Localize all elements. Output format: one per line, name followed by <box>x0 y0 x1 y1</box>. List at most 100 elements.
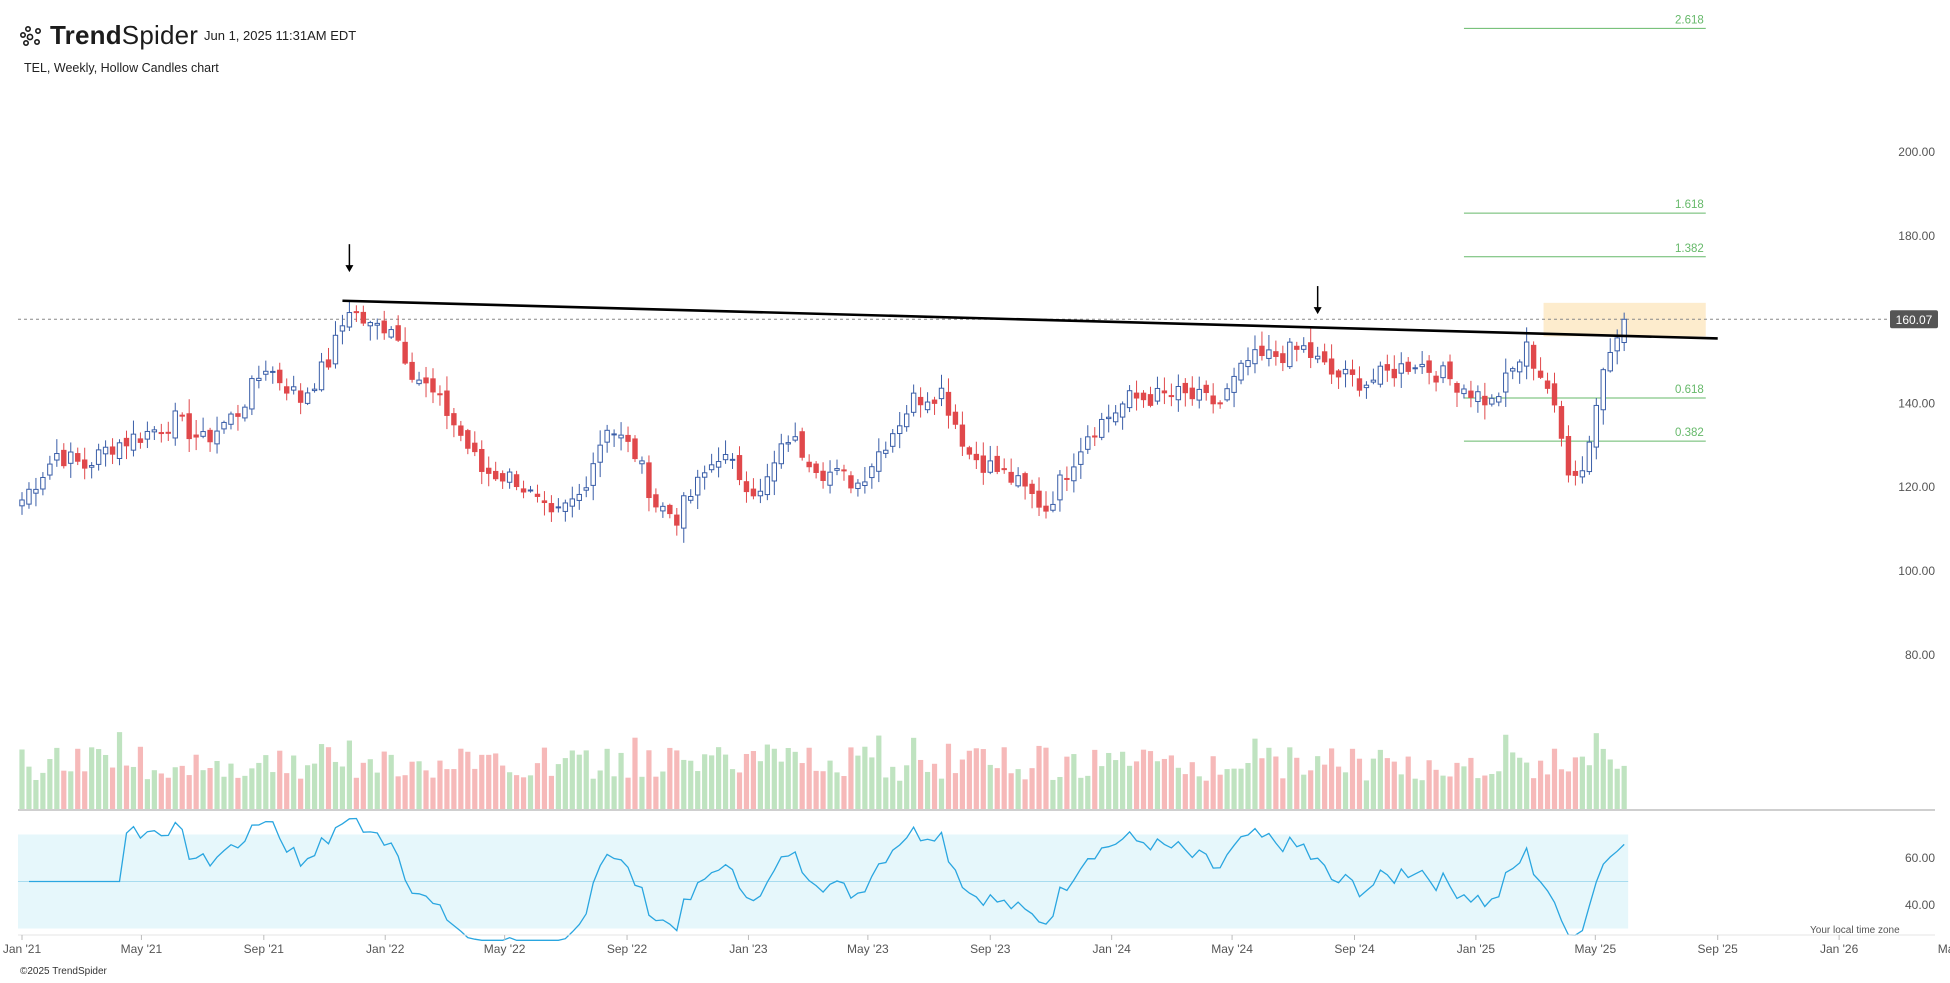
volume-bar <box>109 767 116 809</box>
candle-body <box>158 432 165 435</box>
candle-body <box>297 390 304 403</box>
candle-body <box>1105 416 1112 420</box>
candle-body <box>409 361 415 380</box>
volume-bar <box>952 773 959 809</box>
volume-bar <box>1468 757 1474 809</box>
candle-body <box>214 430 220 445</box>
volume-bar <box>862 746 868 809</box>
candle-body <box>26 488 32 505</box>
volume-bar <box>137 746 144 809</box>
volume-bar <box>1029 768 1035 809</box>
volume-bar <box>562 758 568 809</box>
time-tick-label: Jan '21 <box>3 942 42 956</box>
volume-bar <box>353 777 359 809</box>
candle-body <box>486 467 492 474</box>
candle-body <box>1022 473 1028 487</box>
volume-bar <box>1496 771 1502 809</box>
volume-bar <box>1558 769 1565 809</box>
volume-bar <box>632 737 638 809</box>
volume-bar <box>54 747 60 809</box>
candle-body <box>228 413 234 425</box>
volume-bar <box>235 777 241 809</box>
candle-body <box>395 325 401 341</box>
candle-body <box>903 413 910 428</box>
volume-bar <box>1600 748 1606 809</box>
volume-bar <box>500 765 506 809</box>
volume-bar <box>1259 758 1265 809</box>
candle-body <box>1614 337 1620 352</box>
volume-bar <box>904 765 910 809</box>
candle-body <box>1154 387 1161 402</box>
time-tick-label: Jan '25 <box>1457 942 1496 956</box>
candle-body <box>743 481 750 493</box>
volume-bar <box>298 778 304 809</box>
candle-body <box>1133 392 1140 399</box>
candle-body <box>1398 363 1404 374</box>
candle-body <box>813 463 819 473</box>
volume-bar <box>172 767 178 809</box>
candle-body <box>688 495 694 501</box>
volume-bar <box>1182 774 1188 809</box>
candle-body <box>778 443 784 465</box>
candle-body <box>451 413 457 426</box>
volume-bar <box>695 771 701 809</box>
time-tick-label: May '25 <box>1574 942 1616 956</box>
candle-body <box>402 341 408 364</box>
volume-bar <box>249 768 255 809</box>
volume-bar <box>1356 758 1363 809</box>
volume-bar <box>1280 778 1286 809</box>
volume-bar <box>19 749 25 809</box>
candle-body <box>1349 369 1356 375</box>
volume-bar <box>158 773 164 809</box>
volume-bar <box>729 769 736 809</box>
volume-bar <box>1614 768 1620 809</box>
candle-body <box>444 390 450 416</box>
candle-body <box>1224 388 1230 401</box>
volume-bar <box>318 744 325 809</box>
volume-bar <box>130 766 137 809</box>
candle-body <box>848 475 854 489</box>
volume-bar <box>890 766 896 809</box>
candle-body <box>667 504 673 515</box>
candle-body <box>1043 505 1049 512</box>
volume-bar <box>242 775 248 809</box>
candle-body <box>472 442 478 453</box>
volume-bar <box>1071 754 1077 809</box>
candle-body <box>165 431 171 434</box>
volume-bar <box>1426 760 1432 809</box>
volume-bar <box>75 748 81 809</box>
volume-bar <box>207 768 213 809</box>
candle-body <box>144 430 151 440</box>
candle-body <box>1231 375 1237 393</box>
candle-body <box>994 455 1000 472</box>
candle-body <box>1530 344 1537 369</box>
volume-bar <box>1328 748 1335 809</box>
candle-body <box>416 379 422 385</box>
candle-body <box>583 487 589 491</box>
candle-body <box>1196 388 1202 401</box>
volume-bar <box>26 766 32 809</box>
time-tick-label: Sep '24 <box>1334 942 1375 956</box>
volume-bar <box>1252 738 1258 809</box>
candle-body <box>855 482 861 490</box>
price-tick-label: 80.00 <box>1905 648 1935 662</box>
volume-bar <box>1335 766 1342 809</box>
candle-body <box>708 464 715 471</box>
candle-body <box>646 462 652 499</box>
volume-bar <box>1266 747 1272 809</box>
candle-body <box>1314 355 1321 360</box>
candle-body <box>458 425 464 436</box>
candle-body <box>1112 412 1119 423</box>
volume-bar <box>548 775 555 809</box>
volume-bar <box>1544 774 1551 809</box>
volume-bar <box>918 759 924 809</box>
candle-body <box>61 449 67 467</box>
candle-body <box>562 502 569 512</box>
current-price-label: 160.07 <box>1896 313 1933 327</box>
volume-bar <box>68 771 74 809</box>
volume-bar <box>1363 780 1370 809</box>
candle-body <box>304 392 311 404</box>
volume-bar <box>423 770 429 809</box>
volume-bar <box>291 755 297 809</box>
